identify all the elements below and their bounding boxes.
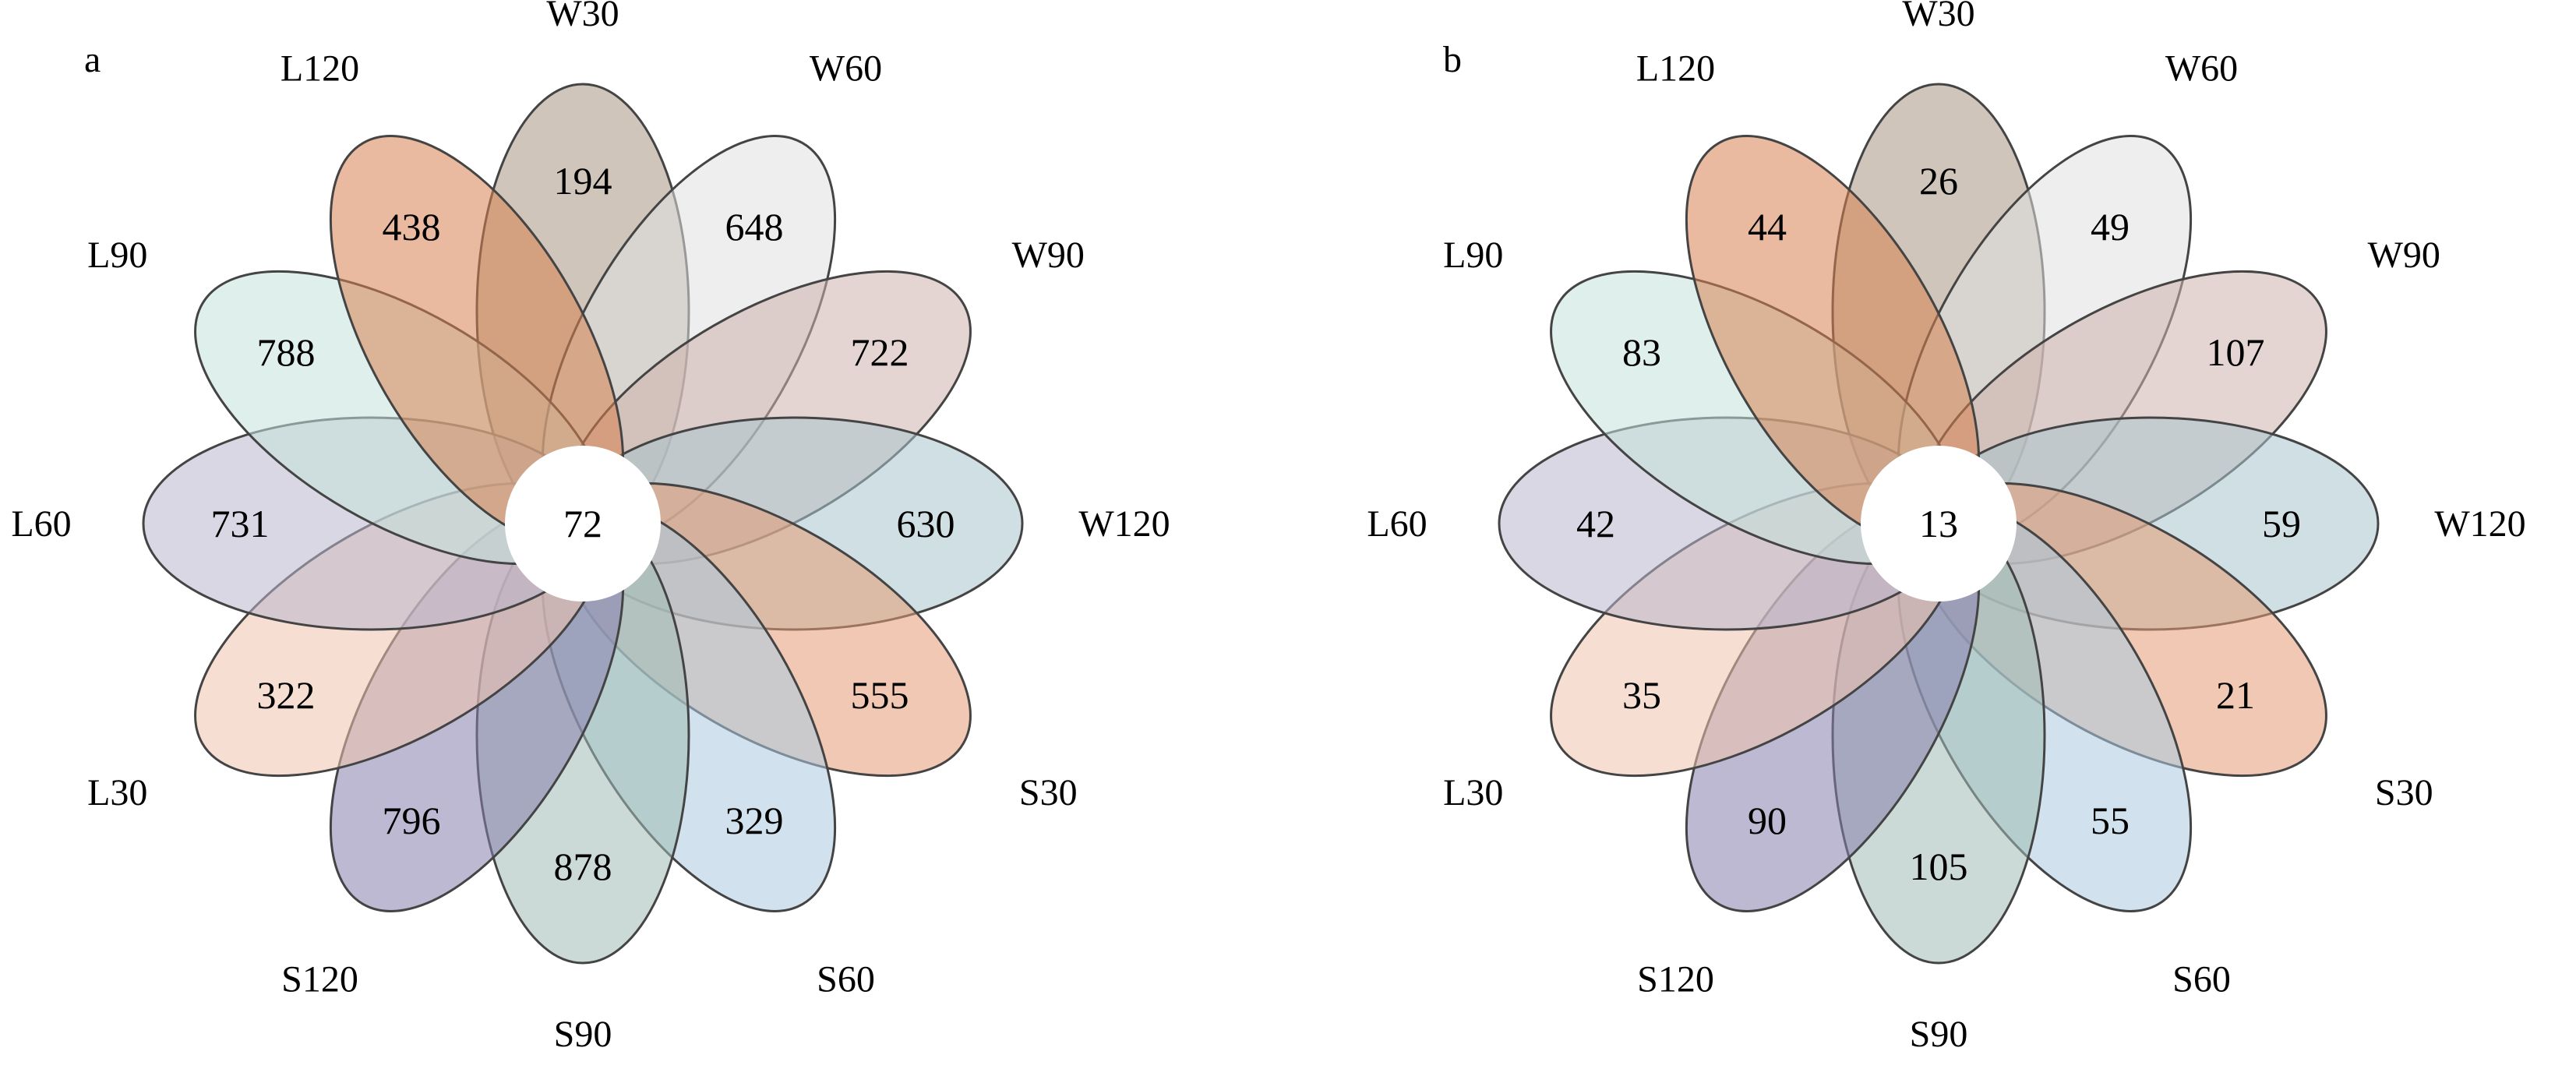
petal-label-l90: L90 xyxy=(87,235,147,276)
petal-value-s90: 105 xyxy=(1910,845,1968,888)
petal-label-l30: L30 xyxy=(1443,772,1503,813)
petal-label-w120: W120 xyxy=(1078,503,1170,545)
petal-value-w120: 630 xyxy=(897,502,955,545)
petal-value-l90: 788 xyxy=(256,330,315,374)
petal-value-l30: 322 xyxy=(256,673,315,717)
petal-label-s30: S30 xyxy=(2375,772,2433,813)
petal-value-s30: 21 xyxy=(2216,673,2255,717)
petal-value-w30: 194 xyxy=(554,159,612,203)
petal-value-s90: 878 xyxy=(554,845,612,888)
petal-label-s60: S60 xyxy=(2172,959,2231,1000)
petal-value-s60: 55 xyxy=(2091,799,2130,842)
petal-value-w60: 49 xyxy=(2091,205,2130,249)
petal-label-s90: S90 xyxy=(1910,1014,1968,1055)
core-value: 13 xyxy=(1919,502,1958,545)
petal-label-s120: S120 xyxy=(281,959,358,1000)
petal-label-s60: S60 xyxy=(817,959,875,1000)
petal-label-w30: W30 xyxy=(1902,0,1974,34)
petal-value-w90: 107 xyxy=(2207,330,2265,374)
petal-label-w90: W90 xyxy=(2368,235,2440,276)
petal-value-l60: 42 xyxy=(1576,502,1615,545)
petal-label-s90: S90 xyxy=(554,1014,612,1055)
petal-value-w90: 722 xyxy=(851,330,909,374)
petal-label-w90: W90 xyxy=(1012,235,1085,276)
petal-label-l120: L120 xyxy=(281,48,359,89)
core-circle xyxy=(1861,446,2017,602)
petal-value-l60: 731 xyxy=(211,502,270,545)
petal-value-s120: 796 xyxy=(383,799,441,842)
petal-value-l30: 35 xyxy=(1622,673,1661,717)
venn-panel-a: a 72 194 W30 648 W60 722 W90 630 W120 555 S30 329 S60… xyxy=(11,0,1170,1055)
core-circle xyxy=(505,446,661,602)
petal-value-w60: 648 xyxy=(725,205,784,249)
petal-label-s30: S30 xyxy=(1019,772,1078,813)
petal-label-l60: L60 xyxy=(1367,503,1427,545)
petal-value-s30: 555 xyxy=(851,673,909,717)
petal-value-l120: 44 xyxy=(1748,205,1787,249)
petal-value-l120: 438 xyxy=(383,205,441,249)
petal-value-s60: 329 xyxy=(725,799,784,842)
petal-label-w60: W60 xyxy=(810,48,882,89)
petal-value-l90: 83 xyxy=(1622,330,1661,374)
petal-label-l30: L30 xyxy=(87,772,147,813)
petal-value-w30: 26 xyxy=(1919,159,1958,203)
petal-label-w30: W30 xyxy=(546,0,619,34)
core-value: 72 xyxy=(563,502,602,545)
panel-letter: b xyxy=(1443,39,1462,80)
petal-label-l120: L120 xyxy=(1636,48,1715,89)
petal-label-w60: W60 xyxy=(2165,48,2238,89)
petal-value-s120: 90 xyxy=(1748,799,1787,842)
petal-label-l60: L60 xyxy=(11,503,71,545)
panel-letter: a xyxy=(84,39,101,80)
petal-label-w120: W120 xyxy=(2434,503,2525,545)
petal-value-w120: 59 xyxy=(2262,502,2301,545)
petal-label-s120: S120 xyxy=(1637,959,1714,1000)
venn-panel-b: b 13 26 W30 49 W60 107 W90 59 W120 21 S30 55 S60 105 S9… xyxy=(1367,0,2525,1055)
petal-label-l90: L90 xyxy=(1443,235,1503,276)
